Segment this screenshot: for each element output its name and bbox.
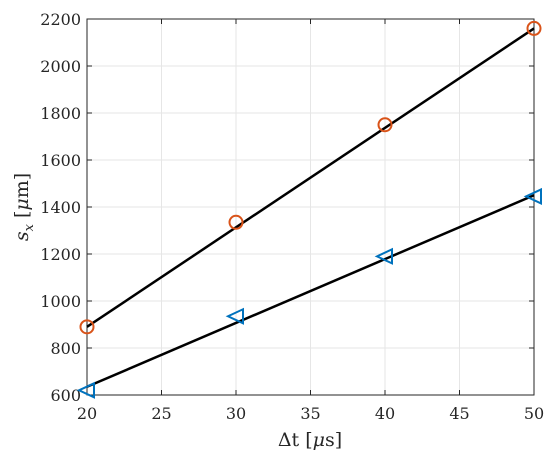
y-tick-label: 1200 [40, 245, 81, 264]
y-tick-label: 600 [50, 386, 81, 405]
grid [87, 19, 534, 395]
x-tick-label: 40 [375, 404, 395, 423]
x-tick-label: 30 [226, 404, 246, 423]
x-tick-label: 25 [151, 404, 171, 423]
y-tick-label: 1000 [40, 292, 81, 311]
x-tick-label: 20 [77, 404, 97, 423]
y-tick-label: 1600 [40, 151, 81, 170]
y-tick-label: 2200 [40, 10, 81, 29]
y-tick-label: 800 [50, 339, 81, 358]
x-axis-label: Δt [μs] [278, 429, 342, 451]
x-tick-label: 50 [524, 404, 544, 423]
y-axis-label: sx [μm] [11, 173, 37, 241]
y-tick-label: 2000 [40, 57, 81, 76]
y-tick-label: 1800 [40, 104, 81, 123]
x-tick-label: 45 [449, 404, 469, 423]
x-tick-label: 35 [300, 404, 320, 423]
y-tick-label: 1400 [40, 198, 81, 217]
